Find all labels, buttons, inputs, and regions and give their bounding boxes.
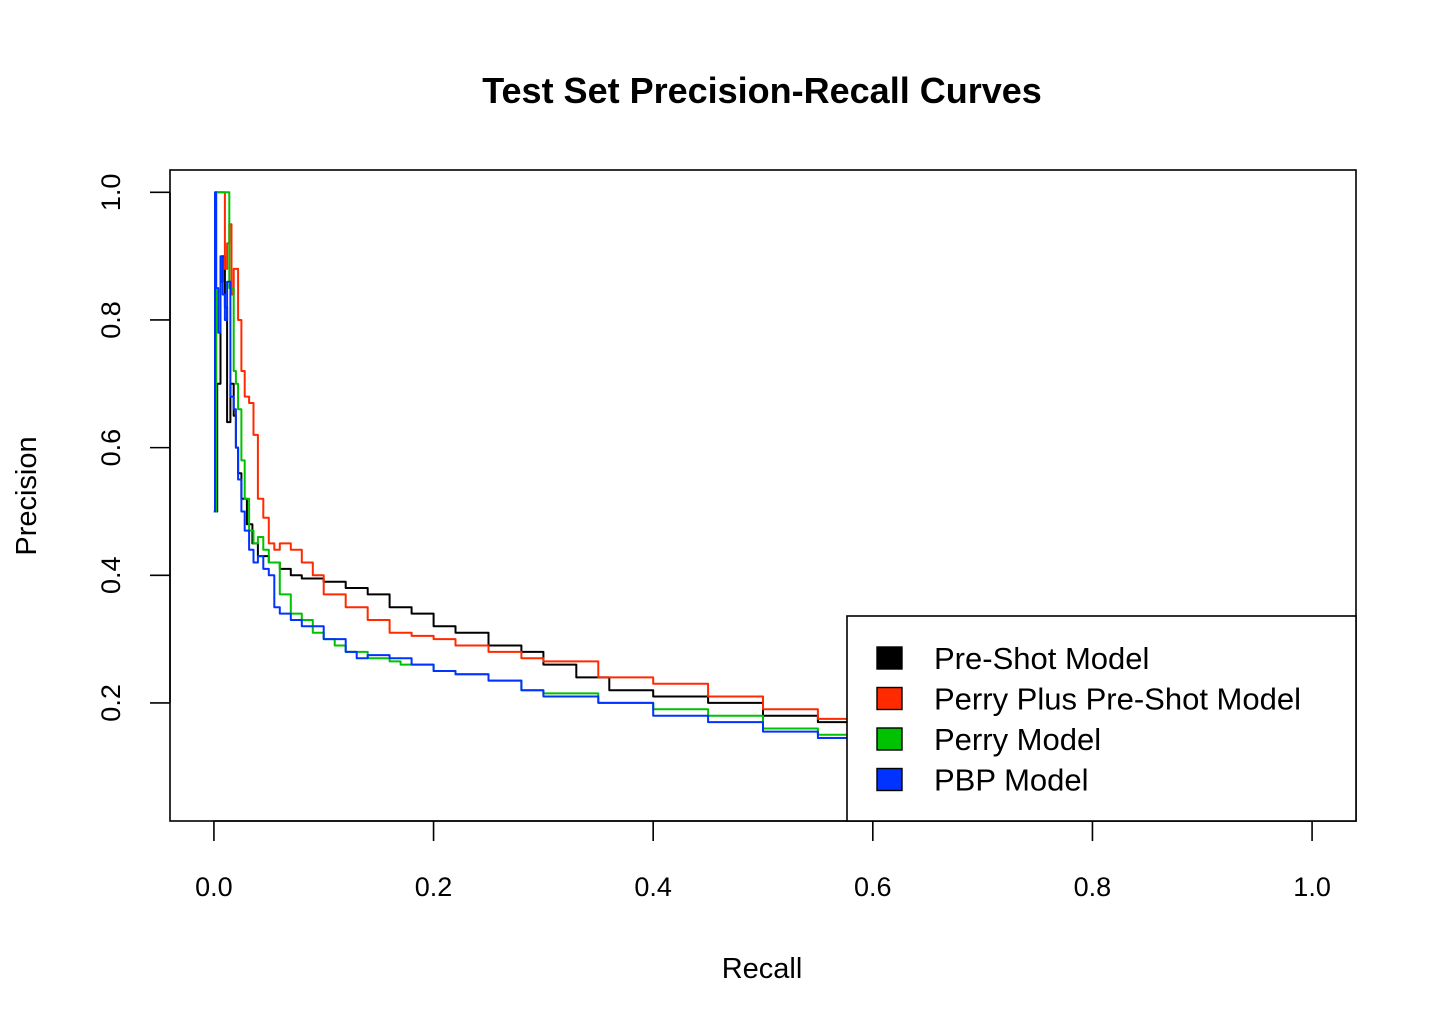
series-line-2 — [213, 191, 852, 726]
legend-swatch — [876, 727, 903, 751]
y-tick-label: 0.8 — [96, 301, 126, 339]
legend-swatch — [876, 686, 903, 711]
y-axis-label: Precision — [11, 436, 43, 555]
legend-swatch — [876, 646, 903, 670]
series-line-4 — [213, 191, 852, 745]
y-tick-label: 0.2 — [96, 684, 126, 722]
series-layer — [213, 191, 852, 745]
y-tick-label: 0.4 — [96, 557, 126, 595]
legend: Pre-Shot Model Perry Plus Pre-Shot Model P… — [846, 615, 1357, 822]
y-tick-label: 0.6 — [96, 429, 126, 467]
x-tick-label: 1.0 — [1293, 872, 1331, 902]
y-axis: 0.2 0.4 0.6 0.8 1.0 — [96, 174, 171, 722]
x-tick-label: 0.6 — [854, 872, 892, 902]
legend-box — [846, 615, 1357, 822]
legend-label: Perry Model — [934, 722, 1101, 757]
x-axis-label: Recall — [722, 953, 803, 985]
legend-label: Perry Plus Pre-Shot Model — [934, 682, 1301, 717]
chart-title: Test Set Precision-Recall Curves — [482, 70, 1042, 111]
legend-label: Pre-Shot Model — [934, 641, 1149, 676]
y-tick-label: 1.0 — [96, 174, 126, 212]
series-line-3 — [213, 191, 852, 742]
legend-label: PBP Model — [934, 763, 1089, 798]
x-tick-label: 0.4 — [634, 872, 672, 902]
series-line-1 — [213, 255, 852, 726]
x-tick-label: 0.0 — [195, 872, 233, 902]
x-tick-label: 0.2 — [415, 872, 453, 902]
x-tick-label: 0.8 — [1074, 872, 1112, 902]
legend-swatch — [876, 767, 903, 792]
x-axis: 0.0 0.2 0.4 0.6 0.8 1.0 — [195, 820, 1331, 902]
